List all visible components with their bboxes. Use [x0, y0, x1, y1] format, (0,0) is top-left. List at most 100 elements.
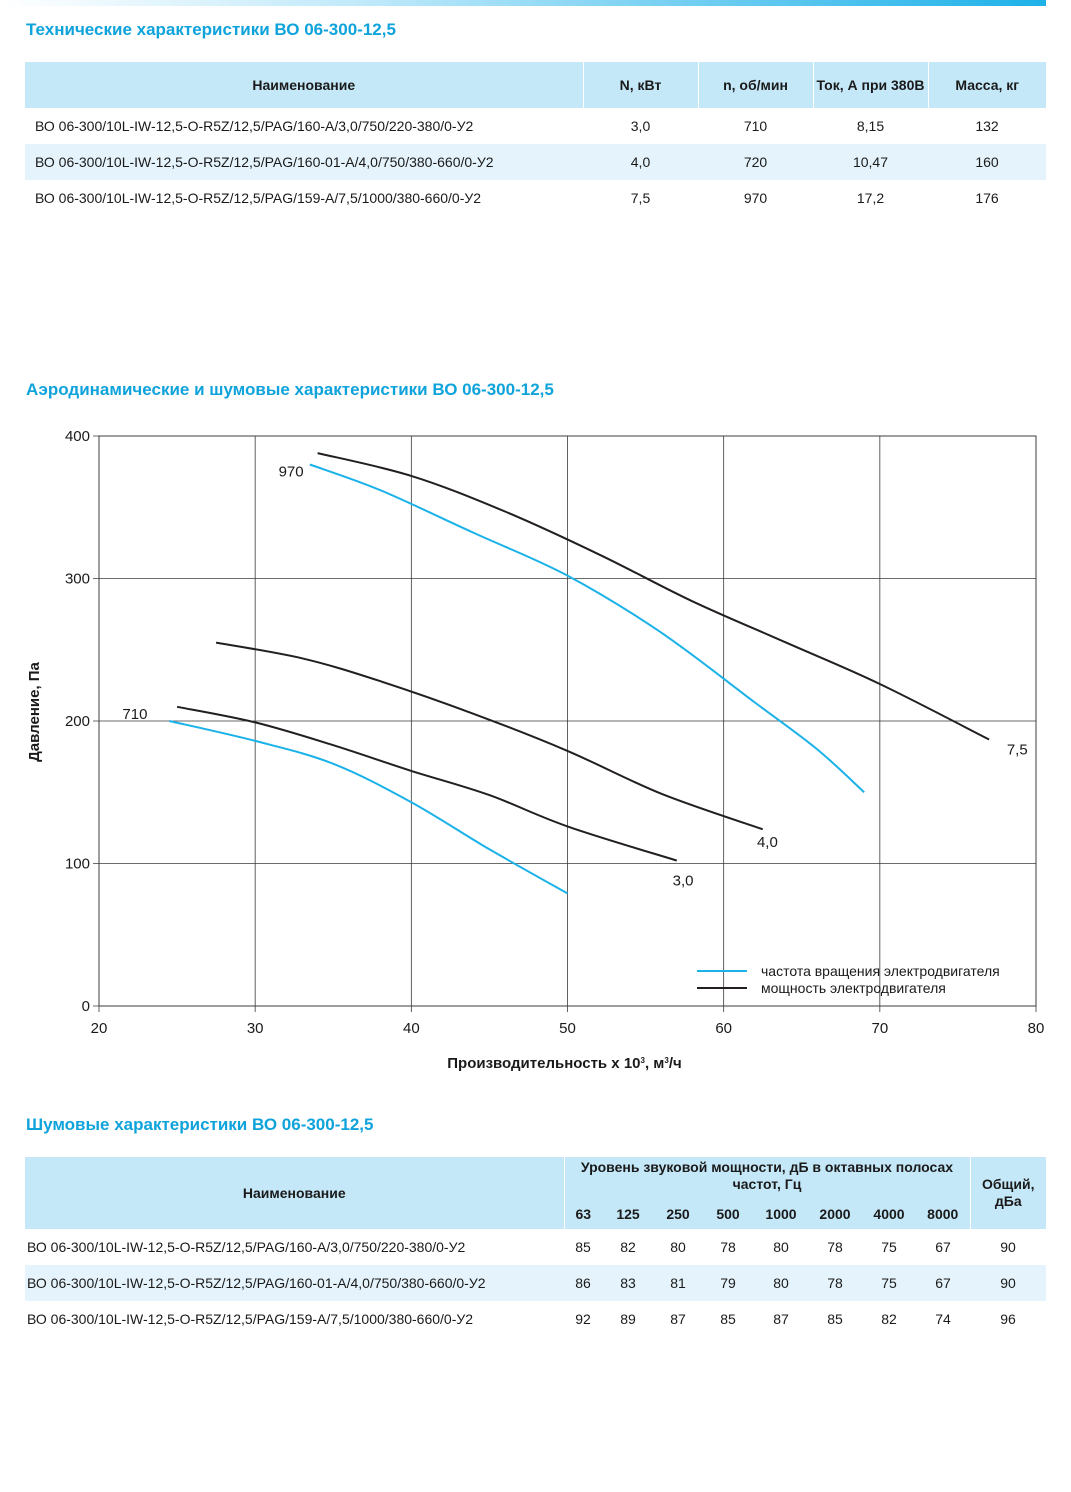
legend-label: мощность электродвигателя: [761, 980, 946, 996]
power-curve-3-0: [176, 705, 678, 862]
table-row: ВО 06-300/10L-IW-12,5-O-R5Z/12,5/PAG/160…: [25, 1229, 1046, 1265]
noise-cell: 89: [620, 1311, 636, 1327]
noise-section-title: Шумовые характеристики ВО 06-300-12,5: [26, 1115, 374, 1134]
x-tick-label: 50: [559, 1020, 576, 1037]
noise-cell: 67: [935, 1239, 951, 1255]
tech-cell-current: 8,15: [856, 118, 885, 134]
plot-frame: [98, 435, 1037, 1007]
noise-freq-header: 250: [654, 1200, 702, 1229]
noise-cell-name: ВО 06-300/10L-IW-12,5-O-R5Z/12,5/PAG/159…: [27, 1311, 474, 1327]
noise-freq-header: 63: [564, 1200, 602, 1229]
tech-cell-power: 7,5: [630, 190, 651, 206]
tech-cell-name: ВО 06-300/10L-IW-12,5-O-R5Z/12,5/PAG/160…: [25, 144, 583, 180]
y-axis-label: Давление, Па: [26, 661, 43, 761]
noise-cell: 78: [808, 1265, 862, 1301]
tech-cell-name: ВО 06-300/10L-IW-12,5-O-R5Z/12,5/PAG/160…: [35, 118, 474, 134]
noise-freq-header: 500: [702, 1200, 754, 1229]
noise-freq-header: 8000: [916, 1200, 971, 1229]
series-label: 4,0: [757, 834, 778, 851]
rpm-curve-710: [169, 720, 568, 895]
noise-cell: 75: [862, 1265, 916, 1301]
y-tick-label: 200: [65, 713, 90, 730]
y-tick-label: 0: [82, 998, 90, 1015]
tech-cell-mass: 160: [928, 144, 1046, 180]
table-row: ВО 06-300/10L-IW-12,5-O-R5Z/12,5/PAG/160…: [25, 108, 1046, 144]
x-tick-label: 20: [91, 1020, 108, 1037]
noise-cell-name: ВО 06-300/10L-IW-12,5-O-R5Z/12,5/PAG/160…: [25, 1265, 564, 1301]
noise-cell: 87: [773, 1311, 789, 1327]
rpm-curve-970: [309, 463, 865, 794]
noise-table: Наименование Уровень звуковой мощности, …: [25, 1157, 1046, 1337]
x-tick-label: 60: [715, 1020, 732, 1037]
noise-cell: 92: [575, 1311, 591, 1327]
tech-cell-mass: 176: [975, 190, 999, 206]
tech-cell-rpm: 710: [743, 118, 768, 134]
noise-header-total: Общий, дБа: [970, 1157, 1046, 1229]
noise-cell: 85: [720, 1311, 736, 1327]
tech-header-current: Ток, А при 380В: [813, 62, 929, 108]
noise-freq-row: 63 125 250 500 1000 2000 4000 8000: [25, 1200, 1046, 1229]
tech-cell-mass: 132: [975, 118, 999, 134]
x-tick-label: 80: [1028, 1020, 1045, 1037]
tech-header-power: N, кВт: [583, 62, 699, 108]
tech-cell-power: 3,0: [630, 118, 651, 134]
noise-cell: 75: [881, 1239, 897, 1255]
noise-cell: 81: [654, 1265, 702, 1301]
top-accent-bar: [0, 0, 1046, 6]
x-axis-label: Производительность х 103, м3/ч: [447, 1055, 681, 1072]
series-label: 7,5: [1007, 742, 1028, 759]
table-row: ВО 06-300/10L-IW-12,5-O-R5Z/12,5/PAG/159…: [25, 1301, 1046, 1337]
noise-cell: 85: [575, 1239, 591, 1255]
x-tick-label: 40: [403, 1020, 420, 1037]
noise-cell: 80: [773, 1239, 789, 1255]
tech-header-row: Наименование N, кВт n, об/мин Ток, А при…: [25, 62, 1046, 108]
tech-header-mass: Масса, кг: [928, 62, 1046, 108]
noise-cell: 79: [702, 1265, 754, 1301]
table-row: ВО 06-300/10L-IW-12,5-O-R5Z/12,5/PAG/160…: [25, 1265, 1046, 1301]
noise-freq-header: 2000: [808, 1200, 862, 1229]
x-tick-label: 70: [871, 1020, 888, 1037]
noise-freq-header: 4000: [862, 1200, 916, 1229]
tech-cell-rpm: 720: [698, 144, 813, 180]
x-tick-label: 30: [247, 1020, 264, 1037]
pressure-flow-chart: 20 30 40 50 60 70 80 0 100 200 300 400 Производитель…: [0, 415, 1071, 1085]
noise-header-octave-group: Уровень звуковой мощности, дБ в октавных…: [564, 1157, 971, 1200]
table-row: ВО 06-300/10L-IW-12,5-O-R5Z/12,5/PAG/160…: [25, 144, 1046, 180]
tech-cell-power: 4,0: [583, 144, 698, 180]
tech-table: Наименование N, кВт n, об/мин Ток, А при…: [25, 62, 1046, 216]
noise-cell-total: 90: [1000, 1239, 1016, 1255]
series-label: 3,0: [673, 873, 694, 890]
tech-cell-rpm: 970: [743, 190, 768, 206]
noise-freq-header: 125: [602, 1200, 654, 1229]
noise-cell: 80: [670, 1239, 686, 1255]
series-label: 710: [122, 706, 147, 723]
power-curve-7-5: [317, 452, 990, 741]
noise-cell-total: 96: [1000, 1311, 1016, 1327]
noise-cell: 85: [827, 1311, 843, 1327]
noise-cell: 78: [720, 1239, 736, 1255]
noise-cell: 86: [564, 1265, 602, 1301]
noise-header-row: Наименование Уровень звуковой мощности, …: [25, 1157, 1046, 1229]
table-row: ВО 06-300/10L-IW-12,5-O-R5Z/12,5/PAG/159…: [25, 180, 1046, 216]
tech-header-name: Наименование: [25, 62, 584, 108]
noise-cell-name: ВО 06-300/10L-IW-12,5-O-R5Z/12,5/PAG/160…: [27, 1239, 466, 1255]
noise-cell: 83: [602, 1265, 654, 1301]
y-tick-label: 100: [65, 856, 90, 873]
noise-cell: 82: [620, 1239, 636, 1255]
aero-section-title: Аэродинамические и шумовые характеристик…: [26, 380, 554, 399]
power-curve-4-0: [215, 641, 764, 831]
noise-cell: 82: [881, 1311, 897, 1327]
chart-svg: 20 30 40 50 60 70 80 0 100 200 300 400 Производитель…: [26, 428, 1045, 1072]
tech-cell-name: ВО 06-300/10L-IW-12,5-O-R5Z/12,5/PAG/159…: [35, 190, 482, 206]
y-tick-label: 400: [65, 428, 90, 445]
tech-cell-current: 17,2: [856, 190, 885, 206]
noise-cell: 74: [935, 1311, 951, 1327]
legend-label: частота вращения электродвигателя: [761, 963, 1000, 979]
noise-header-name: Наименование: [25, 1157, 565, 1229]
noise-cell: 78: [827, 1239, 843, 1255]
noise-cell-total: 90: [970, 1265, 1046, 1301]
noise-cell: 80: [754, 1265, 808, 1301]
tech-cell-current: 10,47: [813, 144, 928, 180]
y-tick-label: 300: [65, 571, 90, 588]
tech-section-title: Технические характеристики ВО 06-300-12,…: [26, 20, 396, 39]
